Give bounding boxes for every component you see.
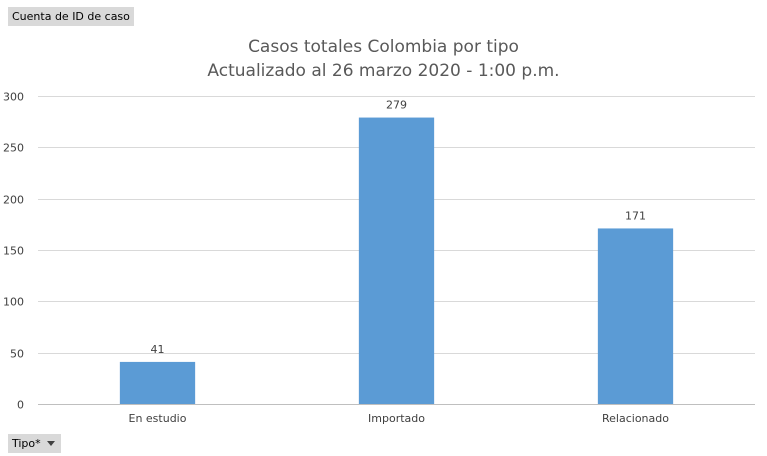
dropdown-arrow-icon[interactable] xyxy=(46,441,55,446)
y-tick-label: 50 xyxy=(10,348,24,361)
y-tick-label: 200 xyxy=(3,194,24,207)
y-tick-label: 150 xyxy=(3,245,24,258)
data-label: 279 xyxy=(386,99,407,112)
chart-title: Casos totales Colombia por tipo xyxy=(248,37,519,57)
y-tick-label: 250 xyxy=(3,142,24,155)
axis-field-label: Tipo* xyxy=(12,437,41,450)
bar xyxy=(119,361,196,404)
x-tick-label: Relacionado xyxy=(602,412,669,425)
y-tick-label: 300 xyxy=(3,91,24,104)
axis-field-button[interactable]: Tipo* xyxy=(8,434,61,453)
bar xyxy=(358,117,435,404)
x-tick-label: En estudio xyxy=(129,412,187,425)
bar xyxy=(597,228,674,404)
data-label: 171 xyxy=(625,209,646,222)
y-tick-label: 100 xyxy=(3,296,24,309)
value-field-button[interactable]: Cuenta de ID de caso xyxy=(8,7,134,26)
x-tick-label: Importado xyxy=(368,412,425,425)
data-label: 41 xyxy=(151,343,165,356)
y-tick-label: 0 xyxy=(17,399,24,412)
chart-subtitle: Actualizado al 26 marzo 2020 - 1:00 p.m. xyxy=(207,61,560,81)
